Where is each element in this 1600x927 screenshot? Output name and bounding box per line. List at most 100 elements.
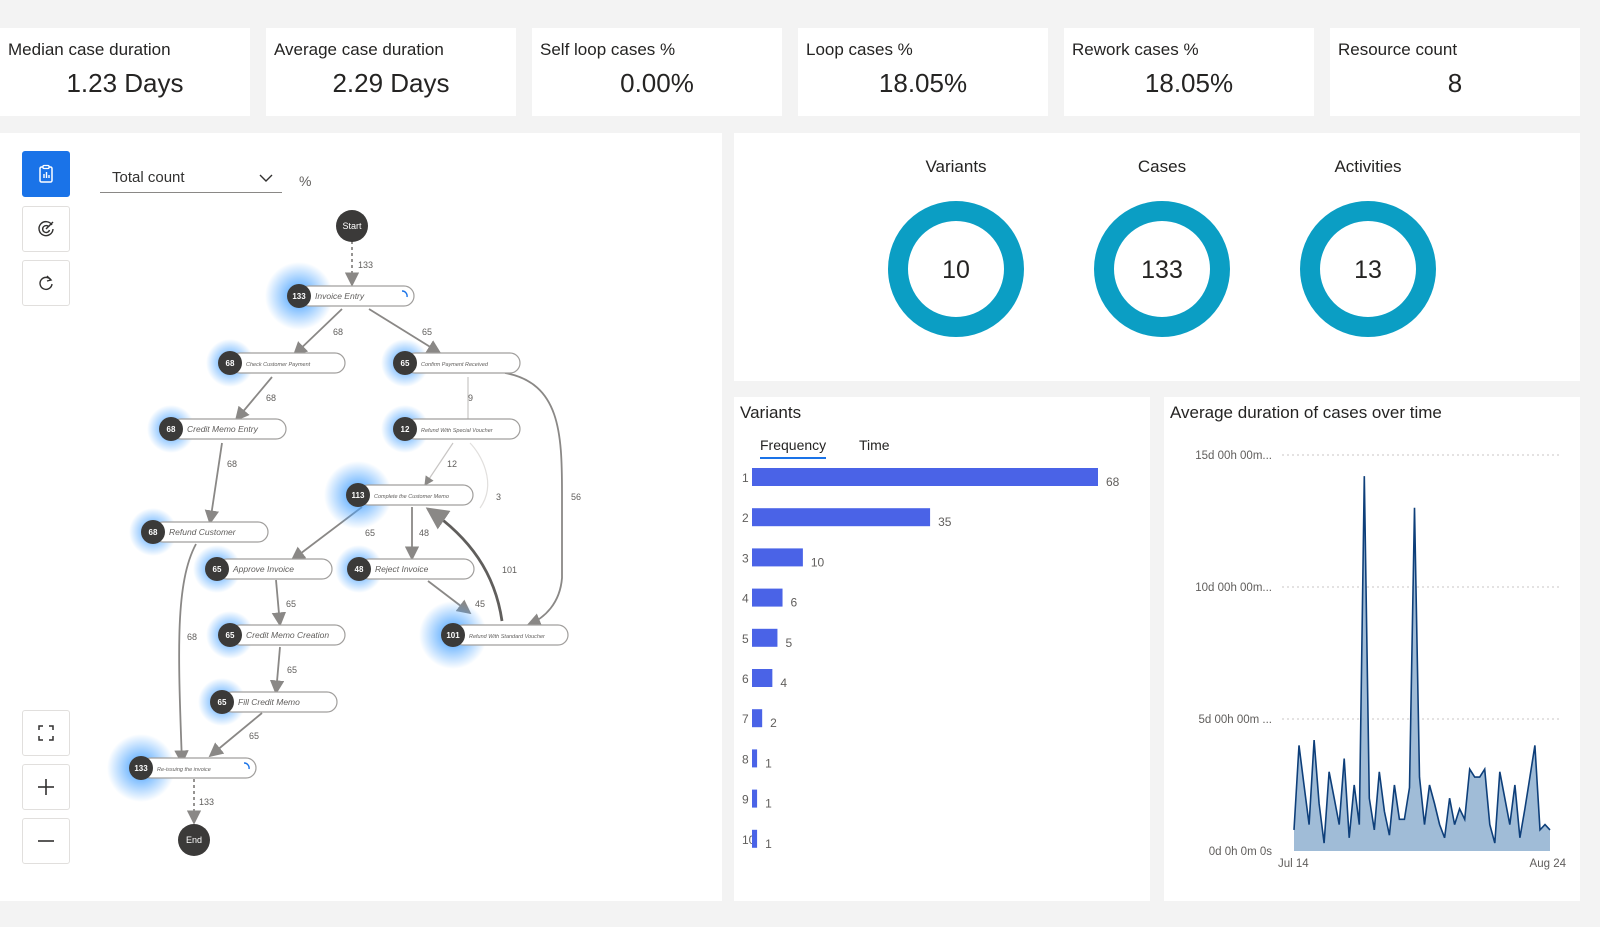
chevron-down-icon xyxy=(259,174,273,182)
variant-value-label: 1 xyxy=(765,837,772,851)
variant-bar[interactable] xyxy=(752,628,778,647)
activity-node-refund-standard-voucher[interactable]: 101 Refund With Standard Voucher xyxy=(419,601,569,669)
donut-value: 10 xyxy=(942,256,970,284)
node-count-badge xyxy=(159,417,183,441)
node-label: Confirm Payment Received xyxy=(421,362,489,368)
donut-variants[interactable]: 10 xyxy=(886,199,1026,339)
edge-label: 65 xyxy=(249,731,259,741)
start-node[interactable]: Start xyxy=(336,210,368,242)
activity-node-refund-special-voucher[interactable]: 12 Refund With Special Voucher xyxy=(381,405,521,453)
variant-value-label: 2 xyxy=(770,716,777,730)
activity-node-fill-credit-memo[interactable]: 65 Fill Credit Memo xyxy=(198,678,338,726)
variant-bar[interactable] xyxy=(752,749,758,768)
node-label: Refund Customer xyxy=(169,527,237,537)
percent-toggle[interactable]: % xyxy=(299,173,312,189)
donut-activities[interactable]: 13 xyxy=(1298,199,1438,339)
kpi-value: 18.05% xyxy=(878,68,968,98)
kpi-value: 1.23 Days xyxy=(66,68,184,98)
activity-node-credit-memo-creation[interactable]: 65 Credit Memo Creation xyxy=(206,611,346,659)
process-map-graph[interactable]: 133 68 65 68 9 68 12 3 56 65 48 101 65 4… xyxy=(0,133,722,901)
kpi-title: Resource count xyxy=(1338,40,1458,59)
activity-node-check-customer-payment[interactable]: 68 Check Customer Payment xyxy=(206,339,346,387)
duration-panel: Average duration of cases over time 15d … xyxy=(1164,397,1580,901)
tab-frequency[interactable]: Frequency xyxy=(760,437,827,459)
node-count: 12 xyxy=(401,425,410,434)
refresh-button[interactable] xyxy=(22,260,70,306)
activity-node-reissuing-invoice[interactable]: 133 Re-issuing the invoice xyxy=(107,734,257,802)
edge-label: 56 xyxy=(571,492,581,502)
tab-time[interactable]: Time xyxy=(859,437,890,453)
node-label: Check Customer Payment xyxy=(246,362,311,368)
variant-bar[interactable] xyxy=(752,548,803,567)
node-count: 68 xyxy=(167,425,176,434)
edge-label: 133 xyxy=(358,260,373,270)
variant-value-label: 6 xyxy=(791,596,798,610)
node-count: 65 xyxy=(218,698,227,707)
edge-label: 65 xyxy=(286,599,296,609)
variants-panel: Variants Frequency Time 1 68 2 35 3 10 4 6 5 5 6 4 7… xyxy=(734,397,1150,901)
variants-bar-chart: 1 682 353 104 65 56 47 28 19 110 1 xyxy=(742,468,1120,851)
x-tick-label: Aug 24 xyxy=(1530,858,1567,870)
edge-label: 65 xyxy=(287,665,297,675)
node-loop-indicator xyxy=(401,290,408,298)
summary-donuts-panel: Variants Cases Activities 10 133 13 xyxy=(734,133,1580,381)
variant-bar[interactable] xyxy=(752,588,783,607)
variant-value-label: 10 xyxy=(811,555,825,569)
zoom-in-button[interactable] xyxy=(22,764,70,810)
zoom-in-icon xyxy=(38,779,54,795)
focus-button[interactable] xyxy=(22,206,70,252)
variant-category-label: 5 xyxy=(742,632,749,646)
node-count-badge xyxy=(210,690,234,714)
node-count-badge xyxy=(129,756,153,780)
activity-node-reject-invoice[interactable]: 48 Reject Invoice xyxy=(335,545,475,593)
variant-category-label: 8 xyxy=(742,752,749,766)
kpi-resource-count: Resource count 8 xyxy=(1330,28,1580,116)
target-icon xyxy=(38,220,54,237)
variants-title: Variants xyxy=(740,403,802,422)
variant-bar[interactable] xyxy=(752,508,931,527)
edge-label: 133 xyxy=(199,797,214,807)
node-label: Re-issuing the invoice xyxy=(157,767,211,773)
kpi-value: 18.05% xyxy=(1144,68,1234,98)
node-loop-indicator xyxy=(243,762,250,770)
node-count: 68 xyxy=(226,359,235,368)
activity-node-credit-memo-entry[interactable]: 68 Credit Memo Entry xyxy=(147,405,287,453)
map-view-button[interactable] xyxy=(22,151,70,197)
variant-value-label: 68 xyxy=(1106,475,1120,489)
process-map-panel: Total count % xyxy=(0,133,722,901)
metric-dropdown[interactable]: Total count xyxy=(100,163,282,193)
node-label: Complete the Customer Memo xyxy=(374,494,449,500)
variant-bar[interactable] xyxy=(752,709,763,728)
edge-label: 68 xyxy=(333,327,343,337)
variant-bar[interactable] xyxy=(752,829,758,848)
end-node[interactable]: End xyxy=(178,824,210,856)
donut-cases[interactable]: 133 xyxy=(1092,199,1232,339)
duration-line[interactable] xyxy=(1293,476,1551,844)
zoom-out-button[interactable] xyxy=(22,818,70,864)
activity-node-confirm-payment-received[interactable]: 65 Confirm Payment Received xyxy=(381,339,521,387)
y-tick-label: 10d 00h 00m... xyxy=(1195,582,1272,594)
donut-value: 133 xyxy=(1141,256,1183,284)
edge-label: 68 xyxy=(187,632,197,642)
activity-node-approve-invoice[interactable]: 65 Approve Invoice xyxy=(193,545,333,593)
activity-node-refund-customer[interactable]: 68 Refund Customer xyxy=(129,508,269,556)
refresh-icon xyxy=(39,275,53,290)
variant-bar[interactable] xyxy=(752,669,773,687)
edge-label: 68 xyxy=(266,393,276,403)
edge-label: 101 xyxy=(502,565,517,575)
activity-node-complete-customer-memo[interactable]: 113 Complete the Customer Memo xyxy=(324,461,474,529)
kpi-self-loop-cases: Self loop cases % 0.00% xyxy=(532,28,782,116)
y-tick-label: 0d 0h 0m 0s xyxy=(1209,846,1273,858)
activity-node-invoice-entry[interactable]: 133 Invoice Entry xyxy=(265,262,415,330)
x-tick-label: Jul 14 xyxy=(1278,858,1309,870)
variant-bar[interactable] xyxy=(752,789,758,808)
node-label: Refund With Standard Voucher xyxy=(469,634,546,640)
variant-value-label: 1 xyxy=(765,756,772,770)
donut-title-activities: Activities xyxy=(1334,157,1402,176)
fullscreen-icon xyxy=(38,725,54,741)
variant-value-label: 5 xyxy=(785,636,792,650)
node-label: Credit Memo Entry xyxy=(187,424,259,434)
fullscreen-button[interactable] xyxy=(22,710,70,756)
variant-bar[interactable] xyxy=(752,468,1098,486)
variant-value-label: 4 xyxy=(780,676,787,690)
